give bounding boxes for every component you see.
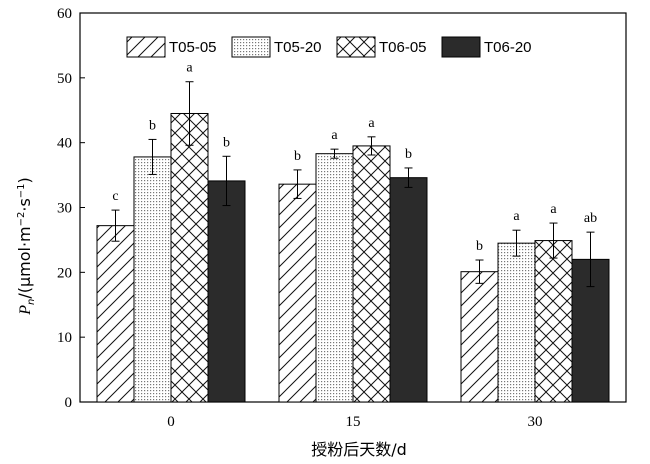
- y-tick-label: 0: [65, 395, 73, 411]
- significance-label: ab: [584, 211, 597, 226]
- legend-label: T05-05: [169, 39, 217, 56]
- y-axis-title-sup1: −2: [16, 212, 27, 227]
- legend-swatch: [231, 36, 271, 58]
- x-tick-label: 0: [167, 414, 175, 430]
- bar: [460, 271, 499, 403]
- bar: [534, 240, 573, 403]
- y-axis-title-close: ): [15, 177, 34, 183]
- significance-label: b: [405, 147, 412, 162]
- y-axis-title-main: P: [17, 305, 34, 316]
- y-axis-title: Pn/(μmol·m−2·s−1): [15, 177, 37, 316]
- significance-label: a: [331, 128, 338, 143]
- y-tick-label: 30: [57, 201, 72, 217]
- y-axis-title-mid: ·s: [15, 198, 34, 211]
- legend-swatch: [441, 36, 481, 58]
- significance-label: b: [223, 135, 230, 150]
- y-tick-label: 20: [57, 265, 72, 281]
- significance-label: b: [149, 118, 156, 133]
- legend-label: T06-20: [484, 39, 532, 56]
- bar: [497, 242, 536, 403]
- bar: [96, 225, 135, 403]
- significance-label: c: [112, 189, 118, 204]
- y-axis-title-unit-pre: /(μmol·m: [15, 226, 34, 298]
- significance-label: a: [186, 61, 193, 76]
- y-tick-label: 40: [57, 136, 72, 152]
- y-axis-title-sup2: −1: [16, 183, 27, 198]
- bar: [352, 145, 391, 403]
- legend: T05-05 T05-20 T06-05 T06-20: [126, 36, 532, 58]
- bar: [315, 153, 354, 403]
- significance-label: a: [513, 209, 520, 224]
- x-axis-title: 授粉后天数/d: [311, 440, 407, 459]
- bar: [170, 112, 209, 403]
- legend-swatch: [126, 36, 166, 58]
- significance-label: a: [368, 116, 375, 131]
- y-tick-label: 10: [57, 330, 72, 346]
- bar: [278, 183, 317, 403]
- bar: [207, 180, 246, 403]
- significance-label: a: [550, 202, 557, 217]
- x-tick-label: 30: [528, 414, 543, 430]
- legend-label: T05-20: [274, 39, 322, 56]
- significance-label: b: [294, 149, 301, 164]
- legend-label: T06-05: [379, 39, 427, 56]
- bar: [389, 177, 428, 403]
- legend-swatch: [336, 36, 376, 58]
- y-tick-label: 60: [57, 6, 72, 22]
- significance-label: b: [476, 239, 483, 254]
- y-axis-title-sub: n: [26, 299, 37, 305]
- x-tick-label: 15: [346, 414, 361, 430]
- bar: [133, 156, 172, 403]
- y-tick-label: 50: [57, 71, 72, 87]
